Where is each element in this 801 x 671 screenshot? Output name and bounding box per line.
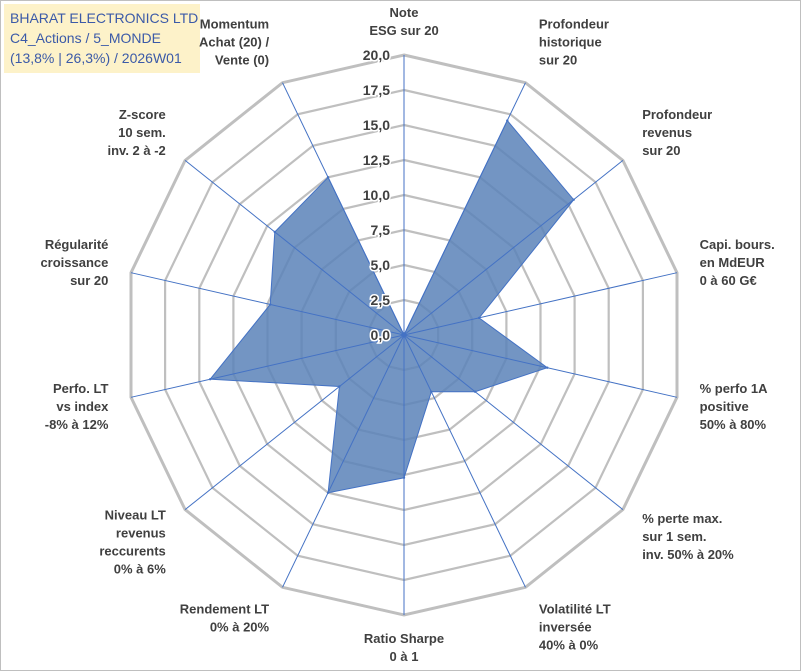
axis-spoke: [403, 272, 678, 336]
axis-spoke: [403, 160, 624, 336]
tick-label: 10,0: [363, 187, 390, 203]
axis-label: Capi. bours. en MdEUR 0 à 60 G€: [700, 237, 775, 288]
data-point: [506, 119, 509, 122]
axis-label: % perte max. sur 1 sem. inv. 50% à 20%: [642, 511, 734, 562]
data-point: [209, 378, 212, 381]
data-point: [402, 333, 406, 337]
axis-spoke: [403, 82, 526, 336]
axis-spoke: [130, 334, 405, 398]
tick-label: 5,0: [371, 257, 391, 273]
axis-spoke: [130, 272, 405, 336]
axis-label: Régularité croissance sur 20: [40, 237, 108, 288]
axis-label: Note ESG sur 20: [369, 5, 438, 38]
company-name: BHARAT ELECTRONICS LTD: [10, 10, 199, 26]
axis-label: Perfo. LT vs index -8% à 12%: [45, 381, 109, 432]
tick-label: 12,5: [363, 152, 390, 168]
data-point: [572, 198, 575, 201]
tick-label: 2,5: [371, 292, 391, 308]
data-point: [430, 390, 433, 393]
axis-spoke: [403, 334, 678, 398]
axis-label: Profondeur historique sur 20: [539, 16, 609, 67]
data-point: [477, 316, 481, 320]
data-point: [338, 385, 341, 388]
axis-spoke: [282, 82, 405, 336]
data-point: [326, 491, 330, 494]
data-point: [269, 303, 272, 306]
axis-label: Momentum Achat (20) / Vente (0): [199, 16, 269, 67]
axis-label: Ratio Sharpe 0 à 1: [364, 631, 444, 664]
data-point: [273, 230, 276, 234]
axis-spoke: [403, 334, 526, 588]
axis-label: Rendement LT 0% à 20%: [180, 602, 270, 635]
axis-label: Z-score 10 sem. inv. 2 à -2: [108, 107, 166, 158]
axis-label: % perfo 1A positive 50% à 80%: [700, 381, 769, 432]
tick-label: 17,5: [363, 82, 390, 98]
axis-label: Profondeur revenus sur 20: [642, 107, 712, 158]
axis-label: Volatilité LT inversée 40% à 0%: [539, 602, 611, 653]
tick-label: 0,0: [371, 327, 391, 343]
data-point: [326, 176, 330, 179]
portfolio-category: C4_Actions / 5_MONDE: [10, 30, 161, 46]
performance-week: (13,8% | 26,3%) / 2026W01: [10, 50, 182, 66]
data-point: [402, 476, 406, 479]
axis-spoke: [403, 334, 624, 510]
axis-spoke: [184, 160, 405, 336]
axis-spoke: [184, 334, 405, 510]
axis-spoke: [282, 334, 405, 588]
chart-title-box: BHARAT ELECTRONICS LTD C4_Actions / 5_MO…: [4, 4, 200, 73]
data-point: [546, 366, 549, 369]
tick-label: 20,0: [363, 47, 390, 63]
tick-label: 7,5: [371, 222, 391, 238]
data-point: [473, 390, 477, 393]
axis-label: Niveau LT revenus reccurents 0% à 6%: [99, 508, 166, 577]
tick-label: 15,0: [363, 117, 390, 133]
